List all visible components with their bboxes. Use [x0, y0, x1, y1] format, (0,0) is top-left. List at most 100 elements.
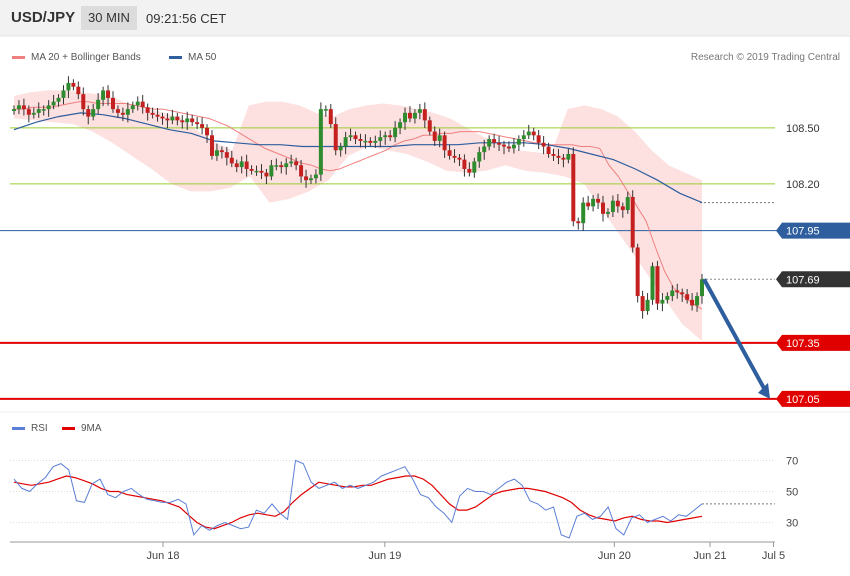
time-axis-label: Jun 18 [146, 550, 179, 562]
candle-body [680, 292, 685, 295]
candle-body [190, 118, 195, 123]
candle-body [432, 131, 437, 141]
candle-body [155, 114, 160, 117]
rsi-legend: RSI [12, 423, 48, 434]
candle-body [447, 150, 452, 156]
ma20-legend-label: MA 20 + Bollinger Bands [31, 52, 141, 63]
candle-body [264, 172, 269, 177]
candle-body [46, 105, 51, 110]
price-tag-background [776, 222, 850, 239]
candle-body [249, 168, 254, 171]
candle-body [506, 146, 511, 149]
candle-body [175, 116, 180, 121]
ma9-swatch [62, 427, 75, 430]
time-label: 09:21:56 CET [146, 11, 227, 26]
candle-body [333, 124, 338, 151]
ma9-line [13, 475, 703, 530]
candle-body [368, 140, 373, 143]
projection-arrow-shaft [702, 278, 768, 393]
ma50-line [13, 112, 703, 204]
candle-body [640, 296, 645, 312]
candle-body [170, 116, 175, 121]
candle-body [254, 170, 259, 173]
candle-body [31, 112, 36, 115]
candle-body [591, 198, 596, 207]
candle-body [41, 109, 46, 111]
candle-body [36, 109, 41, 113]
candle-body [417, 109, 422, 113]
candle-body [16, 105, 21, 110]
price-tag-label: 108.20 [786, 179, 820, 191]
candle-body [229, 157, 234, 164]
candle-body [546, 146, 551, 154]
candle-body [224, 152, 229, 158]
candle-body [51, 101, 56, 106]
candle-body [160, 116, 165, 119]
candle-body [318, 109, 323, 175]
candle-body [551, 154, 556, 156]
candle-body [393, 127, 398, 138]
candle-body [343, 137, 348, 147]
candle-body [180, 120, 185, 123]
candle-body [502, 144, 507, 147]
candle-body [115, 109, 120, 113]
price-tag-label: 108.50 [786, 123, 820, 135]
candle-body [101, 90, 106, 100]
bollinger-band-area [14, 90, 702, 342]
candle-body [635, 247, 640, 297]
candle-body [437, 135, 442, 141]
candle-body [61, 90, 66, 98]
candle-body [521, 135, 526, 140]
timeframe-selector[interactable]: 30 MIN [81, 6, 137, 30]
candle-body [140, 101, 145, 108]
candle-body [313, 174, 318, 179]
candle-body [536, 135, 541, 143]
candle-body [209, 135, 214, 156]
candle-body [610, 200, 615, 212]
candle-body [388, 135, 393, 138]
candle-body [422, 109, 427, 121]
candle-body [571, 154, 576, 222]
candle-body [645, 299, 650, 312]
candle-body [561, 157, 566, 160]
price-tag-108.20: 108.20 [786, 179, 820, 191]
price-tag-107.69: 107.69 [776, 271, 850, 288]
rsi-tick-label: 50 [786, 487, 798, 499]
candle-body [259, 170, 264, 173]
candle-body [650, 266, 655, 300]
candle-body [308, 178, 313, 181]
ma50-legend-label: MA 50 [188, 52, 217, 63]
candle-body [675, 290, 680, 293]
candle-body [338, 146, 343, 151]
projection-arrow-head [758, 382, 770, 399]
candle-body [487, 139, 492, 147]
time-axis-label: Jun 21 [693, 550, 726, 562]
candle-body [294, 161, 299, 166]
candle-body [214, 150, 219, 156]
candle-body [26, 109, 31, 115]
symbol-label[interactable]: USD/JPY [11, 9, 76, 26]
candle-body [358, 139, 363, 141]
candle-body [625, 197, 630, 211]
price-tag-107.05: 107.05 [776, 390, 850, 407]
price-tag-label: 107.35 [786, 338, 820, 350]
candle-body [472, 161, 477, 173]
candle-body [244, 161, 249, 169]
ma20-line [14, 101, 703, 310]
candle-body [620, 206, 625, 211]
candle-body [378, 137, 383, 141]
candle-body [219, 150, 224, 153]
ma20-swatch [12, 56, 25, 59]
candle-body [492, 139, 497, 143]
candle-body [655, 266, 660, 304]
rsi-legend-label: RSI [31, 423, 48, 434]
candle-body [581, 202, 586, 224]
price-tag-background [776, 271, 850, 288]
candle-body [195, 122, 200, 125]
candle-body [477, 152, 482, 162]
candle-body [86, 109, 91, 117]
candle-body [145, 107, 150, 113]
candle-body [665, 296, 670, 300]
rsi-tick-label: 70 [786, 456, 798, 468]
